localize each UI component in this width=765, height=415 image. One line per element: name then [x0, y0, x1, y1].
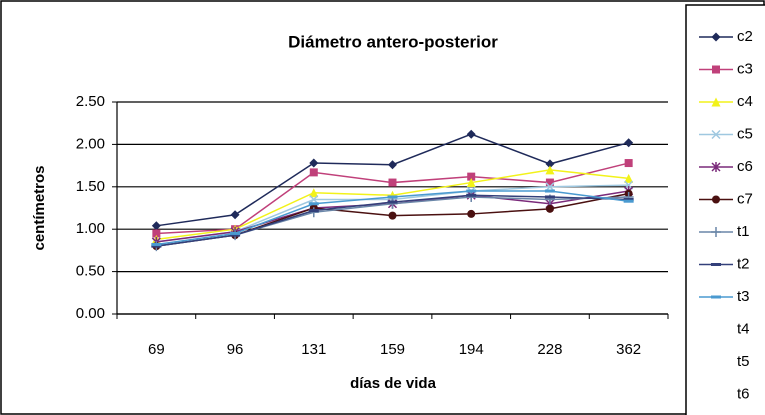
- marker: [624, 159, 633, 168]
- legend-label: t4: [737, 320, 750, 337]
- marker: [545, 204, 554, 213]
- marker: [545, 159, 555, 169]
- legend-label: c5: [737, 125, 753, 142]
- marker: [545, 165, 555, 175]
- legend-label: c4: [737, 93, 753, 110]
- marker: [467, 209, 476, 218]
- y-tick-label: 2.00: [76, 135, 105, 152]
- x-tick-label: 194: [459, 341, 484, 358]
- marker: [624, 173, 634, 183]
- y-tick-label: 1.50: [76, 178, 105, 195]
- marker: [467, 172, 476, 181]
- marker: [387, 198, 398, 209]
- marker: [230, 210, 240, 220]
- marker: [388, 211, 397, 220]
- marker: [711, 97, 721, 107]
- legend-box: [685, 4, 765, 415]
- marker: [466, 191, 477, 202]
- legend-label: t6: [737, 385, 750, 402]
- marker: [152, 229, 161, 238]
- marker: [388, 160, 397, 170]
- marker: [711, 129, 721, 140]
- marker: [309, 188, 319, 198]
- marker: [545, 182, 555, 192]
- x-tick-label: 69: [148, 341, 165, 358]
- legend-label: c3: [737, 60, 753, 77]
- x-axis-title: días de vida: [350, 375, 437, 392]
- x-tick-label: 131: [301, 341, 326, 358]
- marker: [545, 178, 554, 187]
- marker: [711, 227, 721, 237]
- marker: [711, 162, 721, 172]
- legend-label: t2: [737, 255, 750, 272]
- marker: [711, 32, 721, 42]
- y-tick-label: 1.00: [76, 220, 105, 237]
- x-tick-label: 362: [616, 341, 641, 358]
- x-tick-label: 96: [227, 341, 244, 358]
- y-tick-label: 0.00: [76, 305, 105, 322]
- marker: [151, 221, 161, 231]
- marker: [624, 138, 634, 148]
- x-tick-label: 159: [380, 341, 405, 358]
- marker: [388, 178, 397, 187]
- marker: [712, 65, 720, 74]
- marker: [309, 158, 319, 168]
- legend-label: c7: [737, 190, 753, 207]
- legend-label: t3: [737, 288, 750, 305]
- legend-label: t1: [737, 223, 750, 240]
- x-tick-label: 228: [537, 341, 562, 358]
- legend-label: t5: [737, 353, 750, 370]
- legend-label: c2: [737, 28, 753, 45]
- marker: [466, 178, 476, 188]
- y-axis-title: centímetros: [31, 165, 48, 250]
- y-tick-label: 2.50: [76, 93, 105, 110]
- y-tick-label: 0.50: [76, 263, 105, 280]
- legend-label: c6: [737, 158, 753, 175]
- marker: [466, 129, 476, 139]
- marker: [712, 195, 720, 204]
- marker: [309, 168, 318, 177]
- chart-title: Diámetro antero-posterior: [288, 32, 498, 51]
- marker: [309, 194, 319, 205]
